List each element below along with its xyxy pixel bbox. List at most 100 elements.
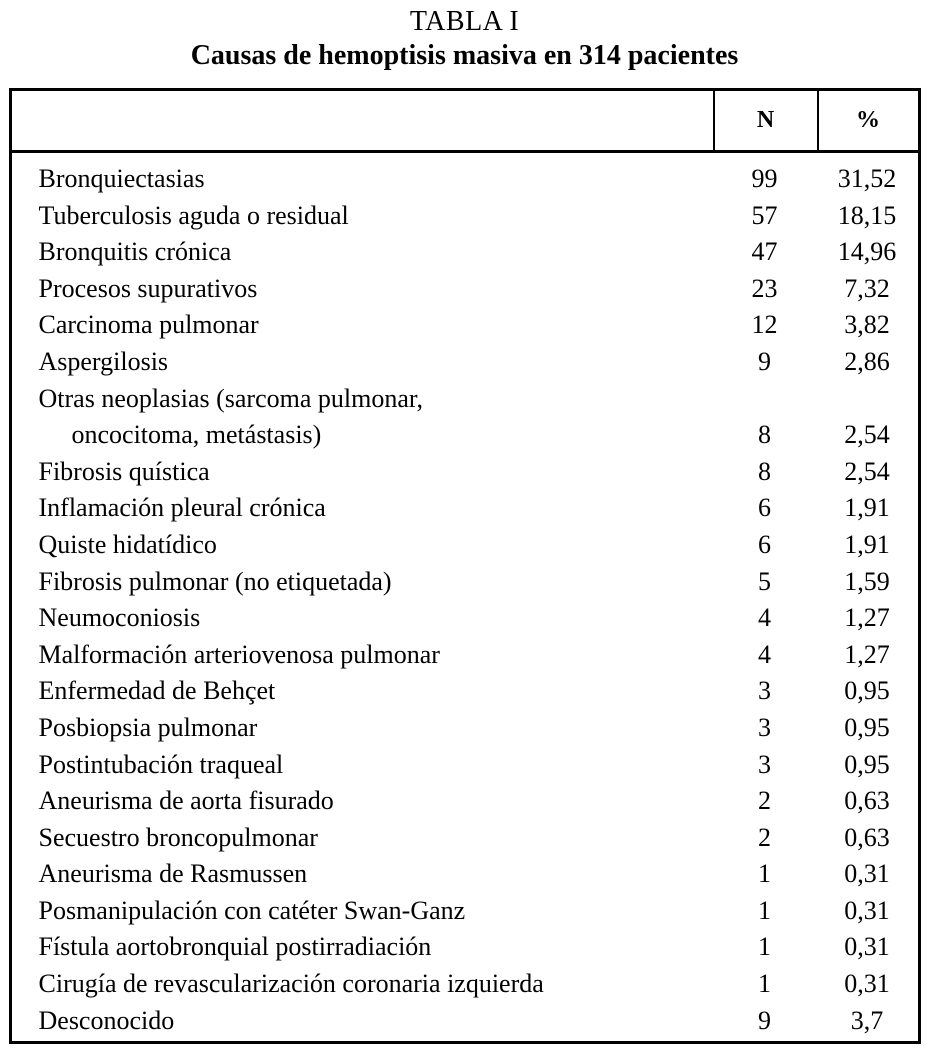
n-value-cell: 1 <box>758 859 771 889</box>
cause-cell: Quiste hidatídico <box>12 527 713 564</box>
cause-cell: Fibrosis pulmonar (no etiquetada) <box>12 564 713 601</box>
cause-label-line: Cirugía de revascularización coronaria i… <box>38 969 544 999</box>
cause-label-line: oncocitoma, metástasis) <box>71 420 322 450</box>
cause-cell: Fístula aortobronquial postirradiación <box>12 929 713 966</box>
table-row: Posmanipulación con catéter Swan-Ganz 1 0,… <box>12 893 918 930</box>
cause-label-line: Aspergilosis <box>38 346 169 376</box>
percent-value-cell: 0,95 <box>844 749 890 779</box>
table-row: Neumoconiosis 4 1,27 <box>12 600 918 637</box>
table-row: Aneurisma de aorta fisurado 2 0,63 <box>12 783 918 820</box>
table-row: Fibrosis quística 8 2,54 <box>12 454 918 491</box>
cause-cell: Fibrosis quística <box>12 454 713 491</box>
cause-label-line: Tuberculosis aguda o residual <box>38 200 349 230</box>
cause-label-line: Fístula aortobronquial postirradiación <box>38 932 432 962</box>
n-value-cell: 9 <box>758 1005 771 1035</box>
cause-cell: Inflamación pleural crónica <box>12 490 713 527</box>
table-row: Tuberculosis aguda o residual 57 18,15 <box>12 198 918 235</box>
n-value-cell: 2 <box>758 786 771 816</box>
percent-value-cell: 0,31 <box>844 895 890 925</box>
table-row: Inflamación pleural crónica 6 1,91 <box>12 490 918 527</box>
cause-cell: Bronquitis crónica <box>12 234 713 271</box>
percent-value-cell: 1,27 <box>844 603 890 633</box>
cause-label-line: Bronquitis crónica <box>38 237 232 267</box>
percent-value-cell: 18,15 <box>837 200 897 230</box>
table-row: Aneurisma de Rasmussen 1 0,31 <box>12 856 918 893</box>
percent-value-cell: 1,91 <box>844 493 890 523</box>
cause-cell: Enfermedad de Behçet <box>12 673 713 710</box>
cause-cell: Neumoconiosis <box>12 600 713 637</box>
table-row: Desconocido 9 3,7 <box>12 1003 918 1040</box>
cause-cell: Posbiopsia pulmonar <box>12 710 713 747</box>
causes-table: N % Bronquiectasias 99 31,52 Tuberculosis a… <box>8 88 921 1044</box>
table-row: Carcinoma pulmonar 12 3,82 <box>12 307 918 344</box>
cause-cell: Postintubación traqueal <box>12 747 713 784</box>
table-row: Malformación arteriovenosa pulmonar 4 1,27 <box>12 637 918 674</box>
n-value-cell: 1 <box>758 932 771 962</box>
table-title: TABLA I <box>409 6 520 37</box>
cause-label-line: Carcinoma pulmonar <box>38 310 259 340</box>
percent-value-cell: 0,95 <box>844 712 890 742</box>
n-value-cell: 8 <box>758 456 771 486</box>
cause-cell: Tuberculosis aguda o residual <box>12 198 713 235</box>
cause-label-line: Procesos supurativos <box>38 273 258 303</box>
header-cause-cell <box>12 91 713 150</box>
table-row: Bronquitis crónica 47 14,96 <box>12 234 918 271</box>
percent-value-cell: 1,91 <box>844 529 890 559</box>
percent-value-cell: 0,31 <box>844 859 890 889</box>
percent-value-cell: 7,32 <box>844 273 890 303</box>
header-n-cell: N <box>712 91 817 150</box>
table-body: Bronquiectasias 99 31,52 Tuberculosis aguda… <box>12 153 918 1039</box>
cause-label-line: Quiste hidatídico <box>38 529 217 559</box>
table-row: Bronquiectasias 99 31,52 <box>12 161 918 198</box>
cause-cell: Posmanipulación con catéter Swan-Ganz <box>12 893 713 930</box>
n-value-cell: 4 <box>758 603 771 633</box>
table-header-row: N % <box>11 91 918 153</box>
cause-label-line: Enfermedad de Behçet <box>38 676 276 706</box>
percent-value-cell: 1,59 <box>844 566 890 596</box>
cause-label-line: Postintubación traqueal <box>38 749 284 779</box>
cause-cell: Aneurisma de Rasmussen <box>12 856 713 893</box>
cause-label-line: Secuestro broncopulmonar <box>38 822 318 852</box>
n-value-cell: 2 <box>758 822 771 852</box>
cause-label-line: Posbiopsia pulmonar <box>38 712 258 742</box>
cause-cell: Procesos supurativos <box>12 271 713 308</box>
percent-value-cell: 0,95 <box>844 676 890 706</box>
table-row: Postintubación traqueal 3 0,95 <box>12 747 918 784</box>
n-value-cell: 47 <box>751 237 778 267</box>
n-value-cell: 4 <box>758 639 771 669</box>
cause-cell: Desconocido <box>12 1003 713 1040</box>
cause-label-line: Posmanipulación con catéter Swan-Ganz <box>38 895 466 925</box>
n-value-cell: 3 <box>758 712 771 742</box>
cause-label-line: Aneurisma de Rasmussen <box>38 859 308 889</box>
n-value-cell: 3 <box>758 749 771 779</box>
cause-cell: Cirugía de revascularización coronaria i… <box>12 966 713 1003</box>
percent-value-cell: 0,31 <box>844 969 890 999</box>
percent-value-cell: 31,52 <box>837 164 897 193</box>
percent-value-cell: 14,96 <box>837 237 897 267</box>
percent-value-cell: 3,7 <box>850 1005 884 1035</box>
table-row: Cirugía de revascularización coronaria i… <box>12 966 918 1003</box>
cause-label-line: Fibrosis quística <box>38 456 210 486</box>
table-subtitle: Causas de hemoptisis masiva en 314 pacie… <box>190 40 739 71</box>
n-value-cell: 1 <box>758 895 771 925</box>
table-row: Otras neoplasias (sarcoma pulmonar, oncoc… <box>12 381 918 454</box>
n-value-cell: 3 <box>758 676 771 706</box>
cause-cell: Aneurisma de aorta fisurado <box>12 783 713 820</box>
n-value-cell: 23 <box>751 273 778 303</box>
cause-label-line: Aneurisma de aorta fisurado <box>38 786 334 816</box>
percent-value-cell: 0,63 <box>844 786 890 816</box>
cause-label-line: Bronquiectasias <box>38 164 205 193</box>
cause-cell: Malformación arteriovenosa pulmonar <box>12 637 713 674</box>
cause-cell: Carcinoma pulmonar <box>12 307 713 344</box>
n-value-cell: 6 <box>758 493 771 523</box>
percent-value-cell: 2,86 <box>844 346 890 376</box>
table-row: Secuestro broncopulmonar 2 0,63 <box>12 820 918 857</box>
cause-cell: Otras neoplasias (sarcoma pulmonar, oncoc… <box>12 381 713 454</box>
cause-label-line: Neumoconiosis <box>38 603 201 633</box>
percent-value-cell: 1,27 <box>844 639 890 669</box>
n-value-cell: 5 <box>758 566 771 596</box>
n-value-cell: 57 <box>751 200 778 230</box>
table-row: Posbiopsia pulmonar 3 0,95 <box>12 710 918 747</box>
cause-label-line: Fibrosis pulmonar (no etiquetada) <box>38 566 392 596</box>
table-row: Aspergilosis 9 2,86 <box>12 344 918 381</box>
